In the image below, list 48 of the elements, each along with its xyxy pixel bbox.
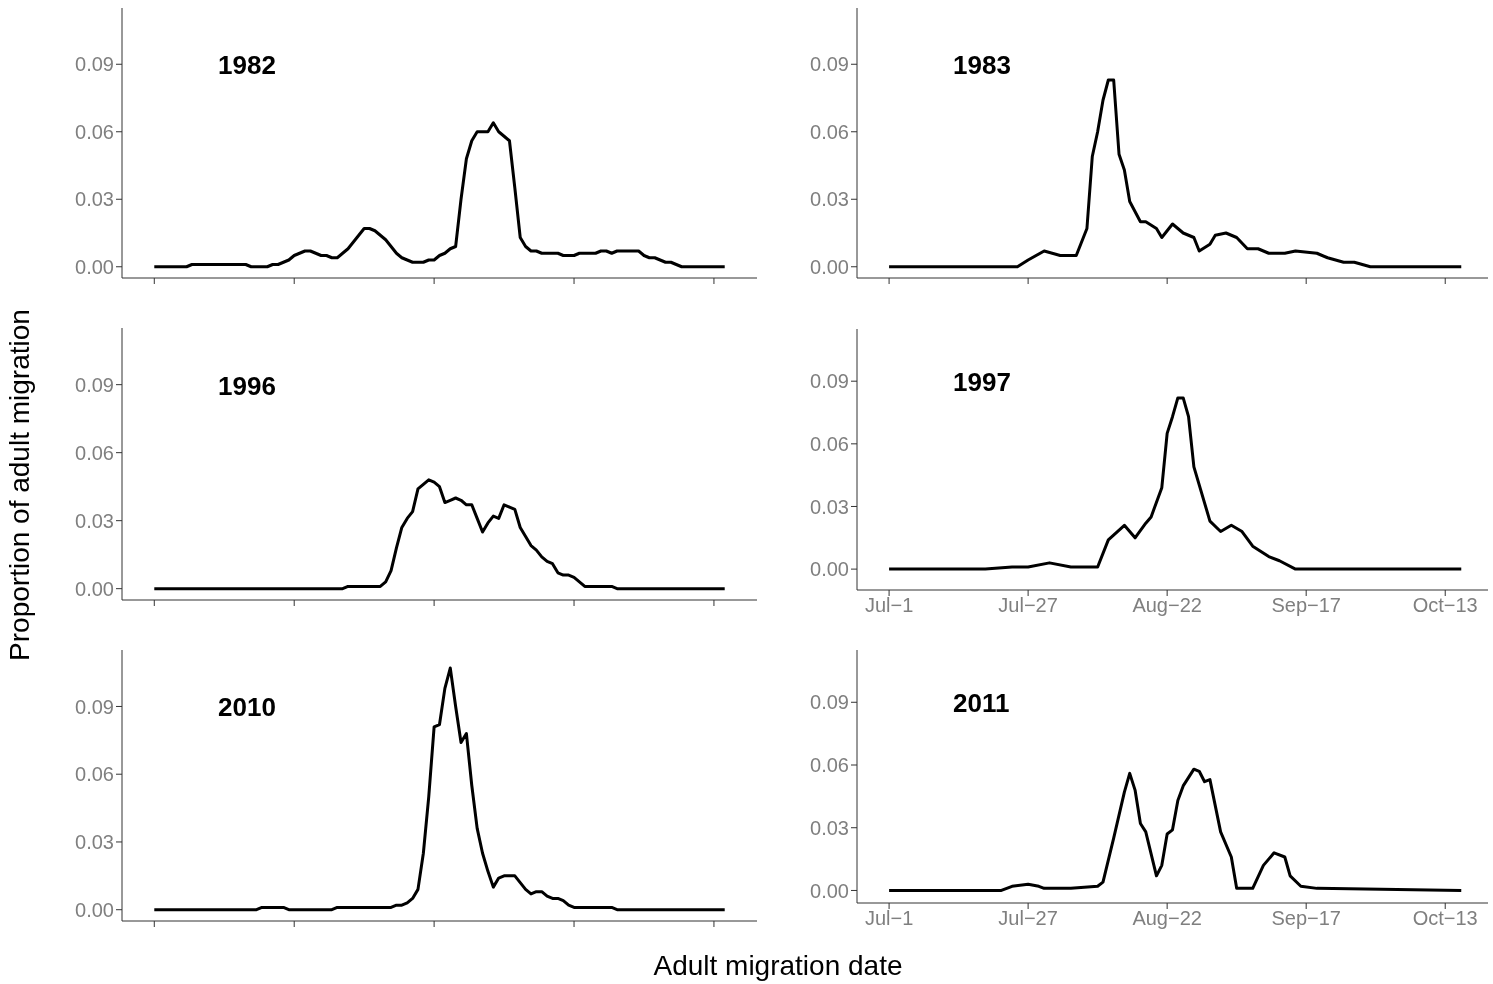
line-series xyxy=(152,666,727,912)
line-series xyxy=(152,478,727,591)
y-tick-label: 0.09 xyxy=(75,373,114,396)
y-tick-label: 0.00 xyxy=(810,255,849,278)
x-tick-label: Aug−22 xyxy=(1132,907,1202,930)
y-tick-label: 0.09 xyxy=(810,53,849,76)
y-tick-label: 0.03 xyxy=(75,831,114,854)
y-tick-label: 0.09 xyxy=(75,695,114,718)
y-tick-label: 0.00 xyxy=(75,577,114,600)
x-tick-label: Jul−1 xyxy=(864,594,914,617)
y-tick-label: 0.06 xyxy=(810,432,849,455)
y-tick-label: 0.03 xyxy=(75,509,114,532)
y-tick-label: 0.00 xyxy=(75,898,114,921)
y-tick-label: 0.00 xyxy=(75,255,114,278)
text: 1983 xyxy=(953,49,1011,81)
x-tick-label: Aug−22 xyxy=(1132,594,1202,617)
y-tick-label: 0.03 xyxy=(810,816,849,839)
y-tick-label: 0.09 xyxy=(810,691,849,714)
y-tick-label: 0.09 xyxy=(75,53,114,76)
x-tick-label: Sep−17 xyxy=(1271,907,1341,930)
y-tick-label: 0.03 xyxy=(810,495,849,518)
line-series xyxy=(887,767,1463,892)
y-tick-label: 0.06 xyxy=(75,441,114,464)
line-series xyxy=(152,121,727,269)
y-tick-label: 0.03 xyxy=(75,188,114,211)
x-tick-label: Jul−27 xyxy=(998,907,1058,930)
x-tick-label: Oct−13 xyxy=(1412,907,1478,930)
y-tick-label: 0.06 xyxy=(75,763,114,786)
y-tick-label: 0.03 xyxy=(810,188,849,211)
text: 1982 xyxy=(218,49,276,81)
y-axis-title: Proportion of adult migration xyxy=(3,308,36,663)
x-axis-title: Adult migration date xyxy=(652,949,904,983)
y-tick-label: 0.00 xyxy=(810,879,849,902)
text: 1996 xyxy=(218,370,276,402)
x-tick-label: Jul−1 xyxy=(864,907,914,930)
line-series xyxy=(887,396,1463,571)
y-tick-label: 0.06 xyxy=(810,120,849,143)
text: 2011 xyxy=(953,687,1010,719)
x-tick-label: Sep−17 xyxy=(1271,594,1341,617)
text: 1997 xyxy=(953,366,1011,398)
y-tick-label: 0.09 xyxy=(810,370,849,393)
y-tick-label: 0.06 xyxy=(810,754,849,777)
text: 2010 xyxy=(218,691,276,723)
x-tick-label: Jul−27 xyxy=(998,594,1058,617)
y-tick-label: 0.00 xyxy=(810,558,849,581)
line-series xyxy=(887,78,1463,269)
x-tick-label: Oct−13 xyxy=(1412,594,1478,617)
y-tick-label: 0.06 xyxy=(75,120,114,143)
